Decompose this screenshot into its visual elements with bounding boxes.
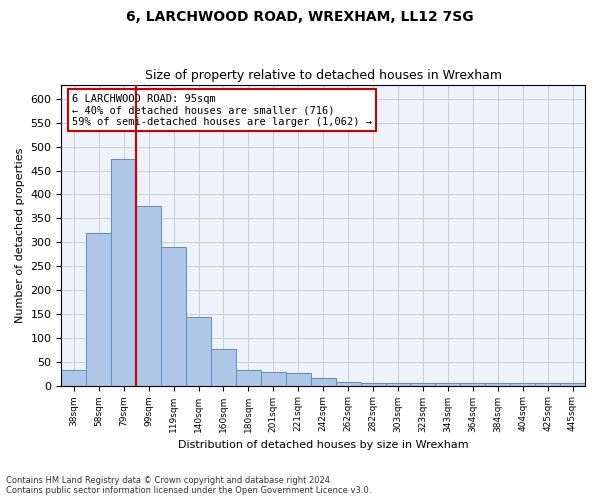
Text: Contains HM Land Registry data © Crown copyright and database right 2024.
Contai: Contains HM Land Registry data © Crown c…	[6, 476, 371, 495]
Y-axis label: Number of detached properties: Number of detached properties	[15, 148, 25, 323]
Bar	[286, 372, 311, 386]
Bar	[510, 383, 535, 386]
Bar	[535, 383, 560, 386]
Bar	[485, 383, 510, 386]
Bar	[436, 383, 460, 386]
Title: Size of property relative to detached houses in Wrexham: Size of property relative to detached ho…	[145, 69, 502, 82]
Bar	[86, 232, 111, 386]
Bar	[136, 206, 161, 386]
Bar	[311, 378, 335, 386]
Bar	[211, 350, 236, 386]
Text: 6, LARCHWOOD ROAD, WREXHAM, LL12 7SG: 6, LARCHWOOD ROAD, WREXHAM, LL12 7SG	[126, 10, 474, 24]
Bar	[186, 317, 211, 386]
X-axis label: Distribution of detached houses by size in Wrexham: Distribution of detached houses by size …	[178, 440, 469, 450]
Bar	[61, 370, 86, 386]
Bar	[410, 383, 436, 386]
Bar	[560, 383, 585, 386]
Bar	[236, 370, 261, 386]
Bar	[361, 382, 386, 386]
Bar	[386, 383, 410, 386]
Text: 6 LARCHWOOD ROAD: 95sqm
← 40% of detached houses are smaller (716)
59% of semi-d: 6 LARCHWOOD ROAD: 95sqm ← 40% of detache…	[72, 94, 372, 127]
Bar	[261, 372, 286, 386]
Bar	[335, 382, 361, 386]
Bar	[111, 158, 136, 386]
Bar	[161, 247, 186, 386]
Bar	[460, 383, 485, 386]
